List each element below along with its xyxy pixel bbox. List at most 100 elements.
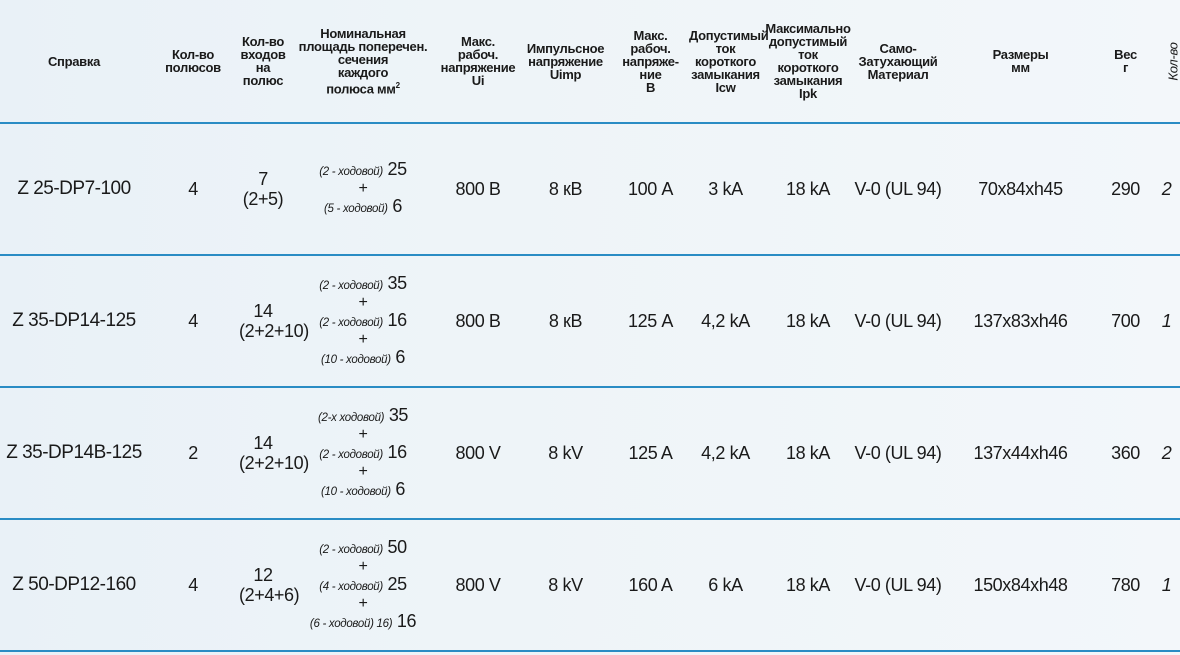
cell-inputs: 12 (2+4+6) bbox=[238, 519, 300, 652]
cell-section: (2 - ходовой) 35 + (2 - ходовой) 16 + (10 - … bbox=[288, 255, 438, 388]
header-current-line: рабоч. bbox=[630, 40, 671, 56]
header-icw-line: ток короткого bbox=[695, 40, 756, 69]
cell-uimp: 8 kV bbox=[518, 519, 613, 652]
section-value: 16 bbox=[396, 610, 417, 631]
cell-poles: 2 bbox=[148, 387, 238, 520]
cell-ref: Z 25-DP7-100 bbox=[0, 123, 148, 256]
section-part: (2 - ходовой) 25 bbox=[289, 160, 437, 181]
section-note: (4 - ходовой) bbox=[319, 580, 383, 593]
header-icw: Допустимый ток короткого замыкания Icw bbox=[688, 0, 769, 124]
section-note: (6 - ходовой) 16) bbox=[309, 617, 393, 630]
header-uimp-line: напряжение bbox=[528, 53, 603, 69]
section-part: (2-х ходовой) 35 bbox=[289, 406, 437, 427]
cell-inputs-line: 14 bbox=[253, 433, 273, 453]
cell-inputs: 14 (2+2+10) bbox=[238, 255, 309, 388]
header-poles: Кол-во полюсов bbox=[148, 0, 238, 124]
header-dims-line: Размеры bbox=[992, 47, 1049, 62]
header-current: Макс. рабоч. напряже- ние В bbox=[613, 0, 688, 124]
header-current-line: ние bbox=[639, 66, 662, 82]
cell-inputs-line: (2+2+10) bbox=[239, 453, 309, 473]
cell-qty: 2 bbox=[1153, 123, 1180, 256]
cell-material: V-0 (UL 94) bbox=[853, 255, 943, 388]
section-part: (5 - ходовой) 6 bbox=[289, 197, 437, 218]
header-material-line: Материал bbox=[867, 66, 929, 82]
cell-section: (2-х ходовой) 35 + (2 - ходовой) 16 + (10 - … bbox=[288, 387, 438, 520]
section-value: 50 bbox=[387, 536, 408, 557]
header-ipk-line: ток bbox=[798, 47, 818, 62]
cell-icw: 6 kA bbox=[688, 519, 763, 652]
cell-material: V-0 (UL 94) bbox=[853, 519, 943, 652]
header-section: Номинальная площадь поперечен. сечения к… bbox=[288, 0, 438, 124]
section-part: (4 - ходовой) 25 bbox=[289, 575, 437, 596]
cell-poles: 4 bbox=[148, 519, 238, 652]
section-part: (2 - ходовой) 16 bbox=[289, 443, 437, 464]
cell-ipk: 18 kA bbox=[763, 519, 853, 652]
cell-ref: Z 35-DP14B-125 bbox=[0, 387, 148, 520]
cell-qty: 1 bbox=[1153, 519, 1180, 652]
cell-dims: 137x44xh46 bbox=[943, 387, 1098, 520]
section-value: 25 bbox=[387, 573, 408, 594]
section-value: 6 bbox=[392, 196, 402, 216]
section-part: (2 - ходовой) 50 bbox=[289, 538, 437, 559]
cell-ref: Z 50-DP12-160 bbox=[0, 519, 148, 652]
section-note: (2 - ходовой) bbox=[319, 316, 383, 329]
header-icw-line: Допустимый bbox=[689, 27, 769, 43]
header-uimp-line: Uimp bbox=[549, 66, 582, 82]
header-uimp: Импульсное напряжение Uimp bbox=[518, 0, 613, 124]
cell-icw: 4,2 kA bbox=[688, 255, 763, 388]
header-section-line: сечения bbox=[337, 51, 389, 67]
section-value: 35 bbox=[388, 404, 409, 425]
header-icw-line: замыкания bbox=[691, 66, 760, 82]
cell-inputs-line: (2+2+10) bbox=[239, 321, 309, 341]
cell-icw: 4,2 kA bbox=[688, 387, 763, 520]
section-value: 16 bbox=[387, 441, 408, 462]
cell-ipk: 18 kA bbox=[763, 255, 853, 388]
cell-ipk: 18 kA bbox=[763, 387, 853, 520]
header-section-line: площадь поперечен. bbox=[298, 38, 428, 54]
cell-dims: 70x84xh45 bbox=[943, 123, 1098, 256]
header-row: Справка Кол-во полюсов Кол-во входов на … bbox=[0, 0, 1180, 124]
header-ipk-line: замыкания bbox=[773, 73, 843, 88]
section-part: (6 - ходовой) 16) 16 bbox=[289, 612, 437, 633]
section-note: (2 - ходовой) bbox=[319, 166, 383, 178]
plus-sign: + bbox=[358, 462, 368, 480]
cell-inputs: 14 (2+2+10) bbox=[238, 387, 309, 520]
header-section-line: каждого bbox=[337, 64, 389, 80]
section-part: (2 - ходовой) 35 bbox=[289, 274, 437, 295]
section-note: (5 - ходовой) bbox=[324, 203, 388, 215]
header-inputs: Кол-во входов на полюс bbox=[238, 0, 288, 124]
header-current-line: Макс. bbox=[633, 27, 668, 43]
cell-uimp: 8 kV bbox=[518, 387, 613, 520]
cell-current: 125 А bbox=[613, 255, 688, 388]
cell-inputs-line: (2+4+6) bbox=[239, 585, 300, 605]
cell-inputs-line: 12 bbox=[253, 565, 273, 585]
plus-sign: + bbox=[358, 180, 368, 197]
section-note: (2 - ходовой) bbox=[319, 279, 383, 292]
plus-sign: + bbox=[358, 594, 368, 612]
plus-sign: + bbox=[358, 330, 368, 348]
header-icw-line: Icw bbox=[715, 79, 736, 95]
cell-weight: 700 bbox=[1098, 255, 1153, 388]
cell-weight: 360 bbox=[1098, 387, 1153, 520]
table-body: Z 25-DP7-100 4 7 (2+5) (2 - ходовой) 25 + (5 -… bbox=[0, 123, 1180, 652]
plus-sign: + bbox=[358, 557, 368, 575]
header-uimp-line: Импульсное bbox=[526, 40, 605, 56]
cell-dims: 137x83xh46 bbox=[943, 255, 1098, 388]
plus-sign: + bbox=[358, 425, 368, 443]
cell-section: (2 - ходовой) 50 + (4 - ходовой) 25 + (6 - х… bbox=[288, 519, 438, 652]
cell-poles: 4 bbox=[148, 255, 238, 388]
header-ref-line: Справка bbox=[47, 53, 101, 69]
header-material: Само- Затухающий Материал bbox=[853, 0, 943, 124]
header-section-line: полюса мм2 bbox=[289, 79, 437, 95]
cell-inputs: 7 (2+5) bbox=[238, 123, 288, 256]
table-row: Z 35-DP14B-125 2 14 (2+2+10) (2-х ходовой) 3… bbox=[0, 387, 1180, 520]
header-qty: Кол-во bbox=[1153, 0, 1180, 124]
cell-current: 160 A bbox=[613, 519, 688, 652]
header-poles-line: Кол-во bbox=[171, 47, 215, 62]
header-section-superscript: 2 bbox=[395, 80, 400, 90]
cell-current: 100 А bbox=[613, 123, 688, 256]
section-note: (10 - ходовой) bbox=[320, 485, 391, 498]
section-part: (10 - ходовой) 6 bbox=[289, 480, 437, 501]
section-note: (2-х ходовой) bbox=[317, 411, 385, 424]
